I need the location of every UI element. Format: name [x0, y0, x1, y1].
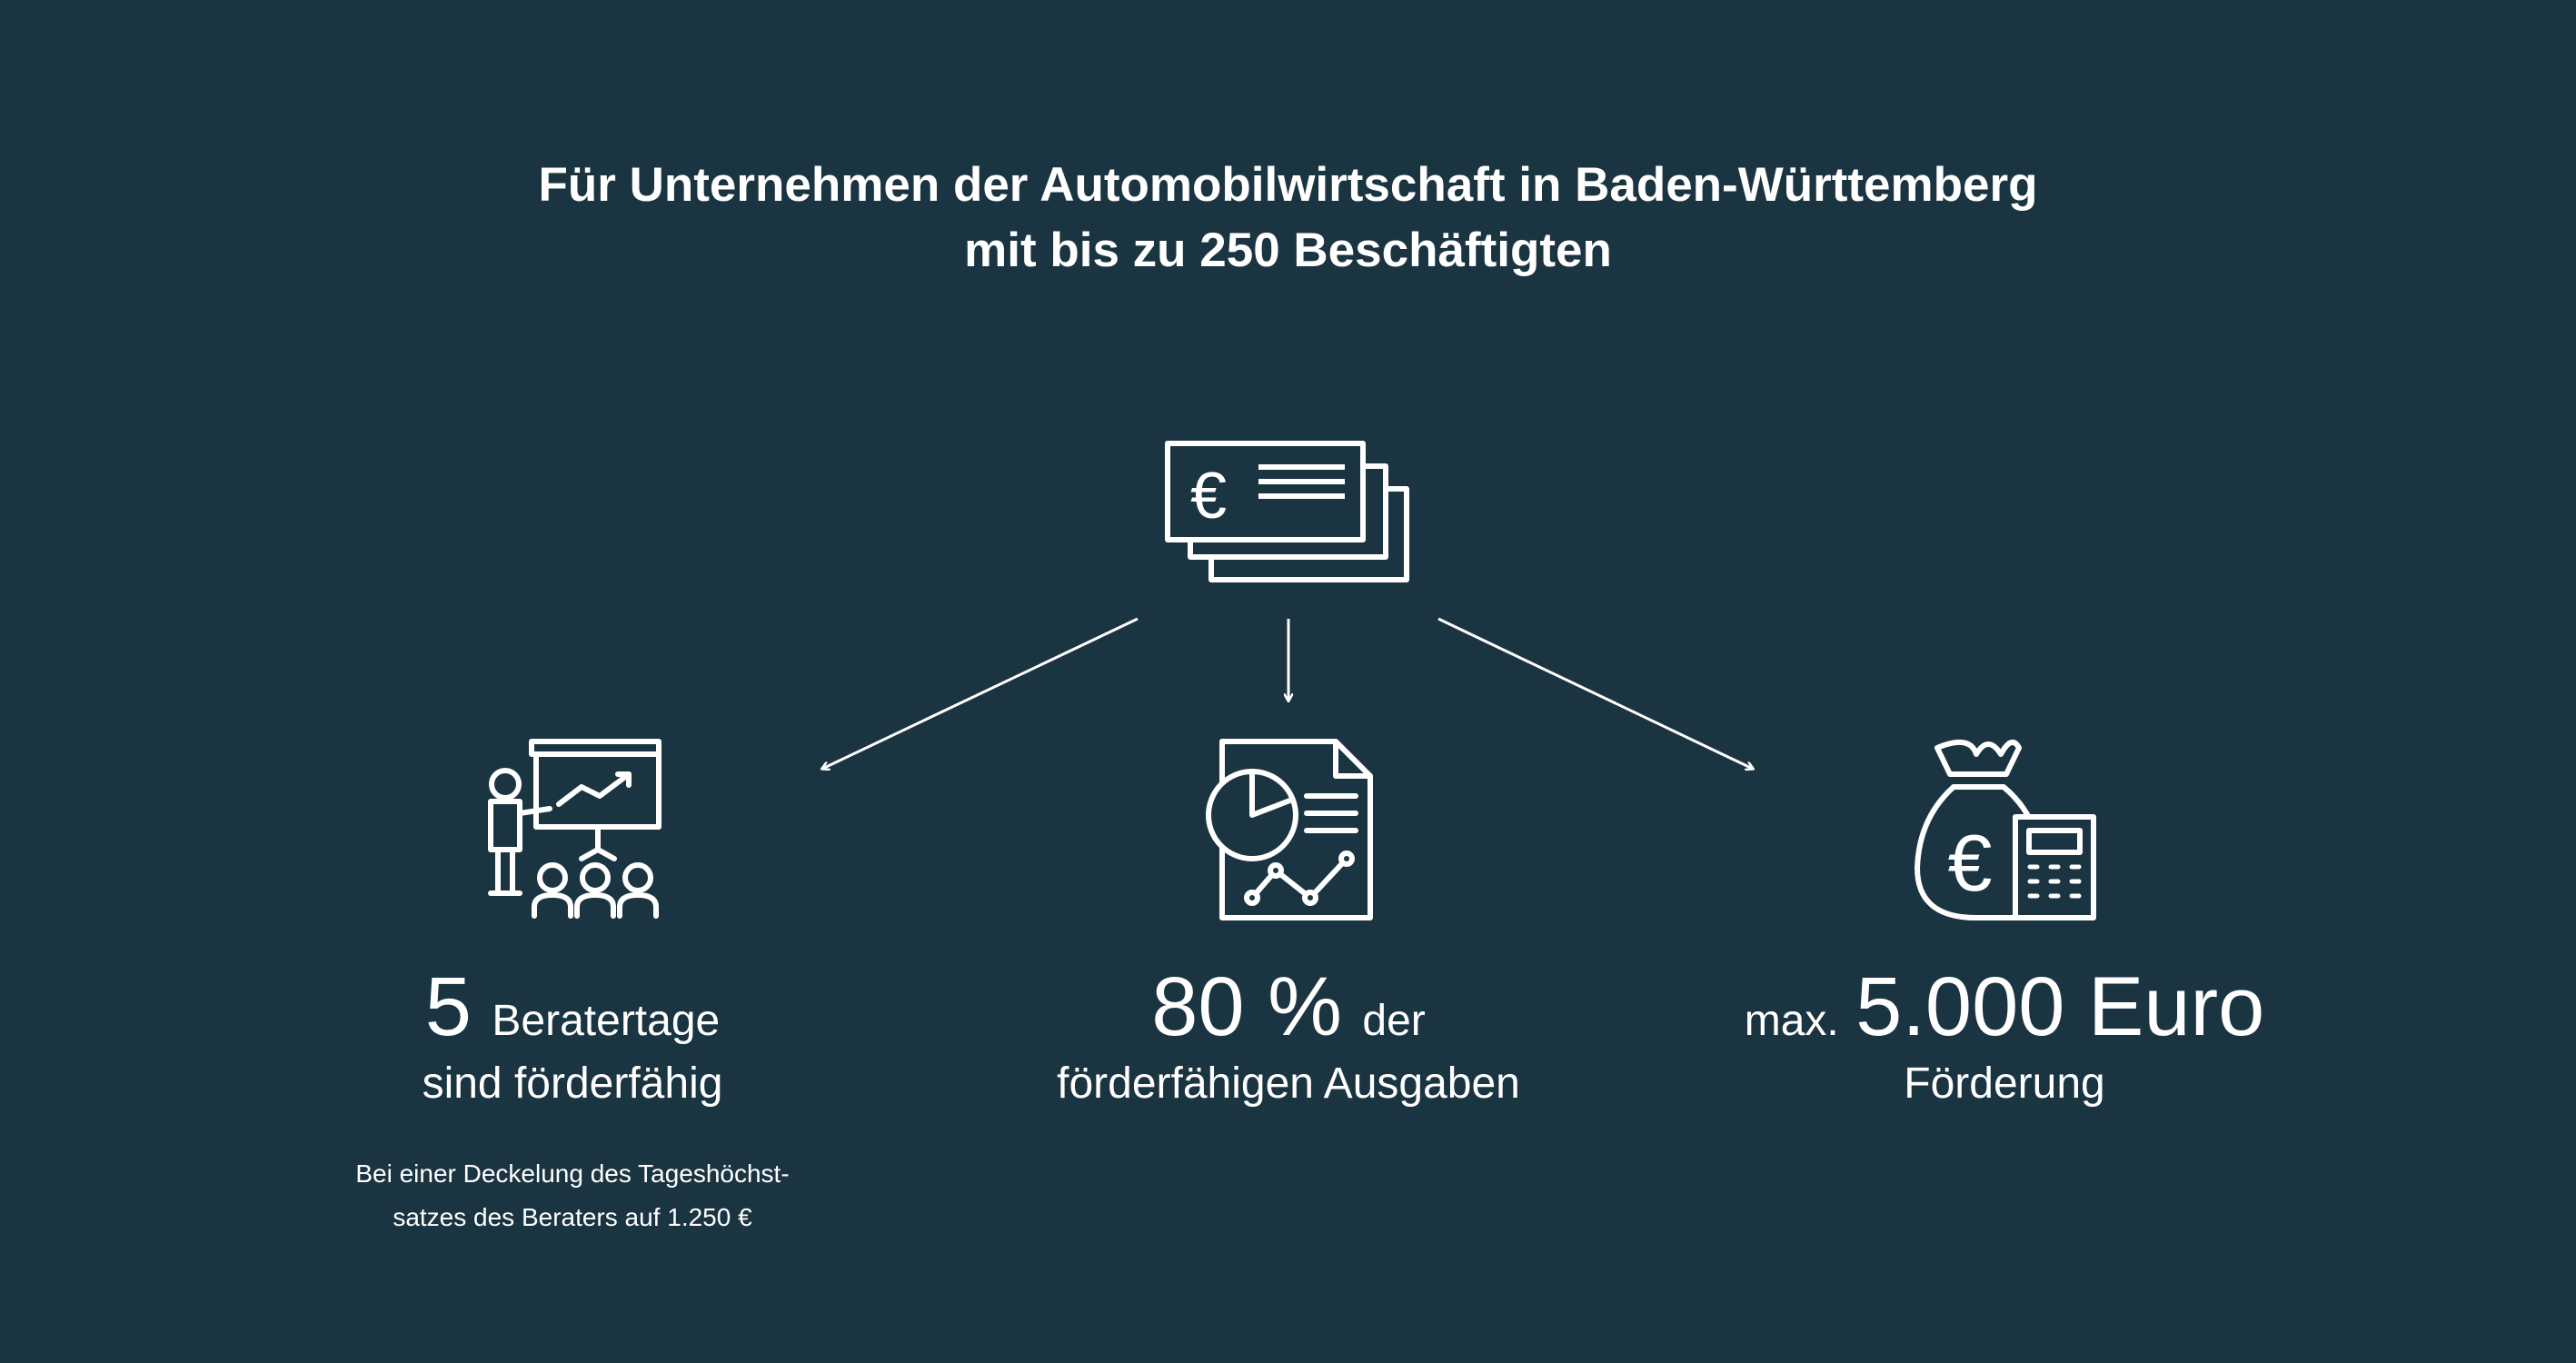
headline: Für Unternehmen der Automobilwirtschaft … — [0, 153, 2576, 284]
center-number: 80 % — [1151, 960, 1342, 1053]
headline-line-2: mit bis zu 250 Beschäftigten — [964, 224, 1612, 277]
euro-cheques-icon: € — [1165, 441, 1409, 582]
euro-symbol: € — [1190, 460, 1227, 532]
left-footnote-line-2: satzes des Beraters auf 1.250 € — [393, 1203, 752, 1231]
right-amount: 5.000 Euro — [1855, 960, 2265, 1053]
left-number: 5 — [424, 960, 472, 1053]
left-column: 5 Beratertage sind förderfähig — [345, 961, 800, 1116]
left-unit: Beratertage — [492, 997, 721, 1045]
arrows — [822, 617, 1753, 769]
right-prefix: max. — [1744, 997, 1839, 1045]
center-line-2: förderfähigen Ausgaben — [1057, 1060, 1520, 1108]
euro-symbol: € — [1948, 818, 1993, 908]
money-bag-calculator-icon: € — [1915, 739, 2096, 920]
center-unit: der — [1362, 997, 1426, 1045]
left-line-2: sind förderfähig — [422, 1060, 723, 1108]
presentation-training-icon — [488, 739, 661, 919]
left-footnote: Bei einer Deckelung des Tageshöchst- sat… — [254, 1152, 890, 1239]
center-column: 80 % der förderfähigen Ausgaben — [970, 961, 1606, 1116]
right-line-2: Förderung — [1904, 1060, 2105, 1108]
right-column: max. 5.000 Euro Förderung — [1686, 961, 2322, 1116]
arrow-left — [822, 617, 1139, 769]
left-footnote-line-1: Bei einer Deckelung des Tageshöchst- — [355, 1159, 790, 1188]
headline-line-1: Für Unternehmen der Automobilwirtschaft … — [538, 158, 2038, 212]
arrow-right — [1437, 617, 1753, 769]
report-chart-document-icon — [1206, 739, 1373, 920]
